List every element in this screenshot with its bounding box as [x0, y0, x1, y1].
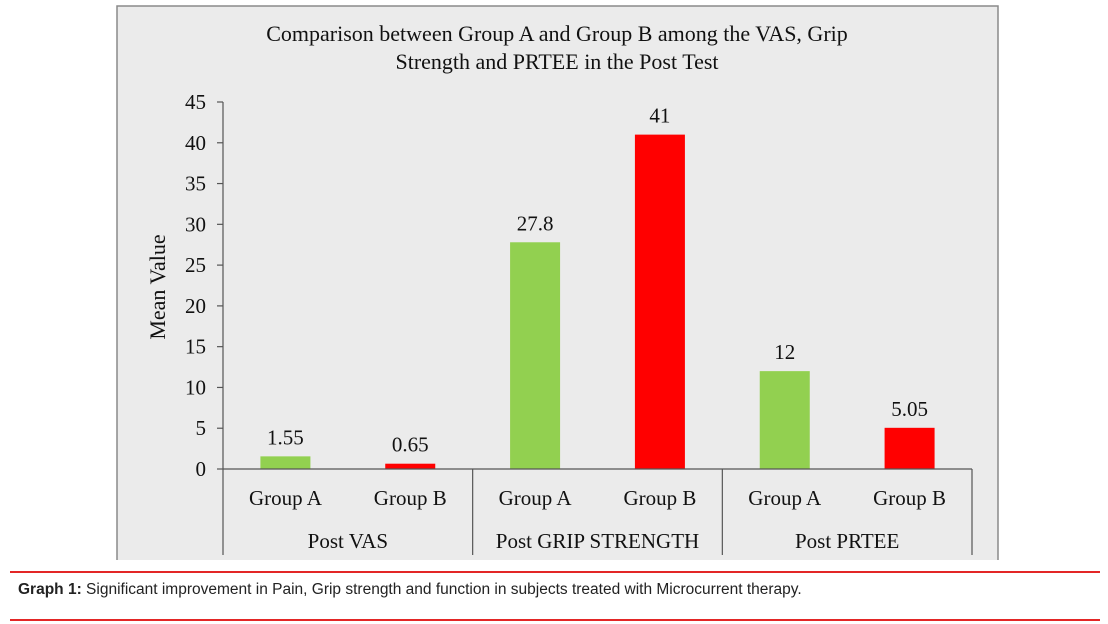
- bar: [634, 134, 685, 469]
- x-tick-label: Group A: [249, 486, 323, 510]
- bars: 1.55 0.65 27.8 41 12 5.05: [260, 104, 935, 469]
- y-tick-label: 35: [185, 172, 206, 196]
- y-tick-label: 30: [185, 212, 206, 236]
- x-axis: Group A Group B Post VAS Group A Group B Post…: [222, 468, 973, 555]
- y-tick-label: 0: [196, 457, 207, 481]
- chart-title-line: Comparison between Group A and Group B a…: [266, 21, 848, 46]
- bar: [759, 371, 810, 469]
- caption-bottom-rule: [10, 619, 1100, 621]
- y-tick-label: 40: [185, 131, 206, 155]
- chart-title: Comparison between Group A and Group B a…: [266, 21, 848, 74]
- y-axis-label: Mean Value: [145, 234, 170, 339]
- x-tick-label: Group B: [374, 486, 447, 510]
- y-tick-label: 15: [185, 335, 206, 359]
- y-tick-label: 10: [185, 375, 206, 399]
- bar: [385, 463, 436, 469]
- chart-title-line: Strength and PRTEE in the Post Test: [395, 49, 718, 74]
- bar-value-label: 12: [774, 340, 795, 364]
- caption-label: Graph 1:: [18, 581, 82, 598]
- bar-value-label: 5.05: [891, 397, 928, 421]
- category-label: Post VAS: [308, 529, 388, 553]
- x-tick-label: Group A: [499, 486, 573, 510]
- y-tick-label: 5: [196, 416, 207, 440]
- x-tick-label: Group A: [748, 486, 822, 510]
- caption-top-rule: [10, 571, 1100, 573]
- bar: [884, 427, 935, 469]
- category-label: Post GRIP STRENGTH: [496, 529, 699, 553]
- chart: Comparison between Group A and Group B a…: [116, 5, 999, 560]
- figure-caption: Graph 1: Significant improvement in Pain…: [18, 581, 802, 599]
- bar: [260, 456, 311, 469]
- y-tick-label: 20: [185, 294, 206, 318]
- y-axis: 0 5 10 15 20 25 30 35 40 45: [185, 90, 224, 481]
- category-label: Post PRTEE: [795, 529, 899, 553]
- x-tick-label: Group B: [873, 486, 946, 510]
- bar-value-label: 41: [649, 104, 670, 128]
- caption-text: Significant improvement in Pain, Grip st…: [86, 581, 802, 598]
- bar: [510, 242, 561, 469]
- bar-value-label: 1.55: [267, 425, 304, 449]
- bar-value-label: 0.65: [392, 433, 429, 457]
- y-tick-label: 45: [185, 90, 206, 114]
- x-tick-label: Group B: [623, 486, 696, 510]
- bar-value-label: 27.8: [517, 211, 554, 235]
- y-tick-label: 25: [185, 253, 206, 277]
